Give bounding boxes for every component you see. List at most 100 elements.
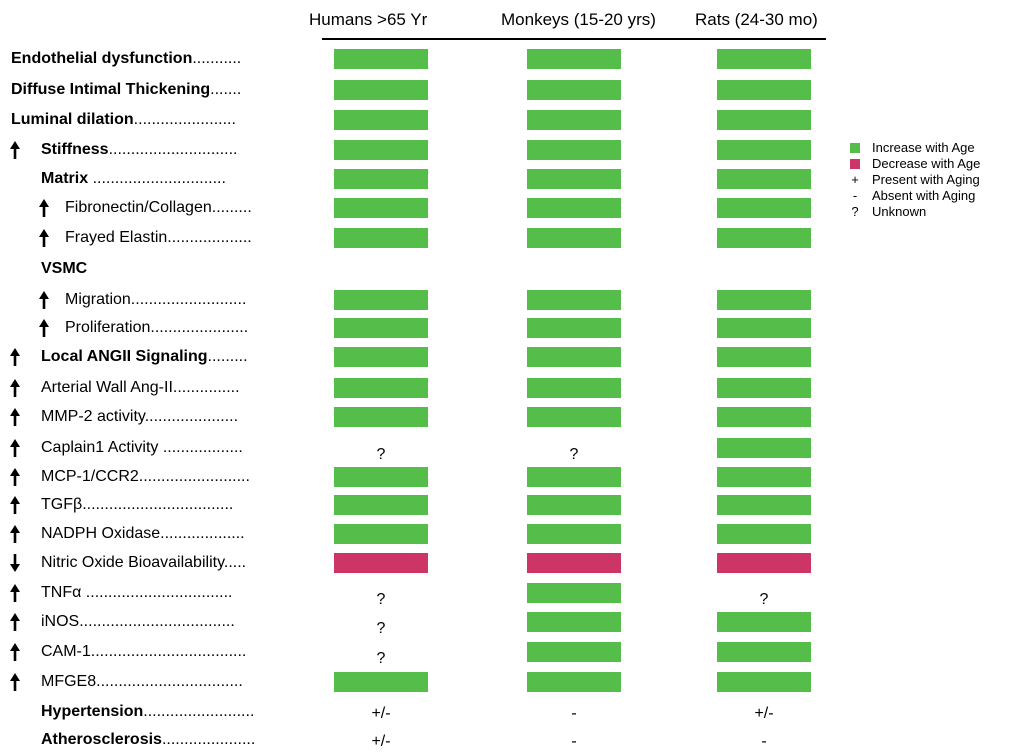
cell-monkeys: - — [527, 732, 621, 752]
cell-humans — [334, 169, 428, 189]
row-label-text: ......... — [207, 348, 248, 365]
legend-label: Absent with Aging — [872, 188, 976, 203]
cell-humans: ? — [334, 445, 428, 465]
arrow-up-icon — [9, 378, 21, 398]
cell-rats — [717, 467, 811, 487]
increase-bar — [717, 347, 811, 367]
row-label-bold: Luminal dilation — [11, 111, 134, 128]
cell-monkeys — [527, 524, 621, 544]
cell-humans — [334, 524, 428, 544]
cell-monkeys — [527, 228, 621, 248]
cell-monkeys — [527, 407, 621, 427]
increase-bar — [717, 495, 811, 515]
cell-symbol: - — [761, 733, 767, 750]
increase-bar — [717, 198, 811, 218]
row-label: Proliferation...................... — [65, 319, 248, 337]
cell-humans — [334, 347, 428, 367]
increase-bar — [527, 318, 621, 338]
cell-symbol: ? — [569, 446, 579, 463]
row-label-bold: Atherosclerosis — [41, 731, 162, 748]
decrease-bar — [334, 553, 428, 573]
row-label-text: ........... — [192, 50, 242, 67]
row-label: Luminal dilation....................... — [11, 111, 236, 129]
arrow-up-icon — [38, 318, 50, 338]
table-row: Fibronectin/Collagen......... — [0, 197, 1014, 223]
increase-bar — [527, 612, 621, 632]
cell-monkeys — [527, 347, 621, 367]
row-label: NADPH Oxidase................... — [41, 525, 245, 543]
increase-bar — [717, 49, 811, 69]
cell-rats — [717, 642, 811, 662]
increase-bar — [527, 524, 621, 544]
increase-bar — [334, 110, 428, 130]
cell-humans — [334, 49, 428, 69]
row-label-text: Arterial Wall Ang-II............... — [41, 379, 240, 396]
row-label: Diffuse Intimal Thickening....... — [11, 81, 241, 99]
cell-rats — [717, 49, 811, 69]
row-label: Stiffness............................. — [41, 141, 238, 159]
increase-bar — [717, 467, 811, 487]
increase-bar — [527, 228, 621, 248]
cell-rats — [717, 110, 811, 130]
cell-monkeys — [527, 290, 621, 310]
table-row: Frayed Elastin................... — [0, 227, 1014, 253]
increase-bar — [527, 378, 621, 398]
increase-bar — [717, 407, 811, 427]
increase-bar — [527, 495, 621, 515]
row-label-bold: Matrix — [41, 170, 89, 187]
cell-humans: ? — [334, 649, 428, 669]
increase-bar — [334, 228, 428, 248]
row-label: Local ANGII Signaling......... — [41, 348, 248, 366]
increase-bar — [334, 169, 428, 189]
increase-bar — [527, 49, 621, 69]
cell-humans: ? — [334, 619, 428, 639]
increase-bar — [717, 140, 811, 160]
cell-symbol: - — [571, 733, 577, 750]
increase-bar — [717, 524, 811, 544]
arrow-up-icon — [9, 583, 21, 603]
row-label-bold: Diffuse Intimal Thickening — [11, 81, 211, 98]
cell-monkeys — [527, 612, 621, 632]
table-row: Arterial Wall Ang-II............... — [0, 377, 1014, 403]
cell-humans — [334, 495, 428, 515]
arrow-up-icon — [38, 228, 50, 248]
table-row: Atherosclerosis..................... +/- -… — [0, 729, 1014, 755]
cell-humans — [334, 467, 428, 487]
table-row: MFGE8................................. — [0, 671, 1014, 697]
increase-bar — [334, 140, 428, 160]
decrease-swatch — [850, 159, 860, 169]
cell-humans — [334, 553, 428, 573]
arrow-up-icon — [38, 198, 50, 218]
row-label: Endothelial dysfunction........... — [11, 50, 241, 68]
increase-bar — [527, 467, 621, 487]
decrease-bar — [717, 553, 811, 573]
row-label-bold: Local ANGII Signaling — [41, 348, 208, 365]
row-label: Atherosclerosis..................... — [41, 731, 255, 749]
increase-bar — [717, 612, 811, 632]
cell-rats — [717, 524, 811, 544]
increase-bar — [717, 378, 811, 398]
row-label-text: TNFα ................................. — [41, 584, 233, 601]
increase-bar — [717, 228, 811, 248]
cell-humans — [334, 110, 428, 130]
increase-bar — [527, 347, 621, 367]
increase-bar — [527, 407, 621, 427]
arrow-up-icon — [38, 290, 50, 310]
arrow-up-icon — [9, 140, 21, 160]
row-label-text: Migration.......................... — [65, 291, 247, 308]
increase-bar — [334, 80, 428, 100]
column-header-rats: Rats (24-30 mo) — [695, 10, 818, 29]
row-label-text: ............................. — [108, 141, 238, 158]
increase-bar — [717, 672, 811, 692]
cell-rats — [717, 290, 811, 310]
legend-label: Decrease with Age — [872, 156, 981, 171]
row-label-text: NADPH Oxidase................... — [41, 525, 245, 542]
cell-symbol: ? — [759, 591, 769, 608]
table-row: MMP-2 activity..................... — [0, 406, 1014, 432]
cell-monkeys — [527, 642, 621, 662]
cell-monkeys — [527, 140, 621, 160]
cell-monkeys — [527, 198, 621, 218]
row-label-bold: Hypertension — [41, 703, 144, 720]
table-row: Local ANGII Signaling......... — [0, 346, 1014, 372]
cell-humans: +/- — [334, 732, 428, 752]
